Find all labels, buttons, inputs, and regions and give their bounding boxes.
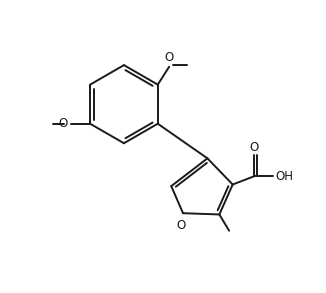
Text: O: O bbox=[59, 117, 68, 130]
Text: OH: OH bbox=[275, 170, 293, 183]
Text: O: O bbox=[165, 51, 174, 64]
Text: O: O bbox=[249, 141, 259, 154]
Text: O: O bbox=[177, 219, 186, 232]
